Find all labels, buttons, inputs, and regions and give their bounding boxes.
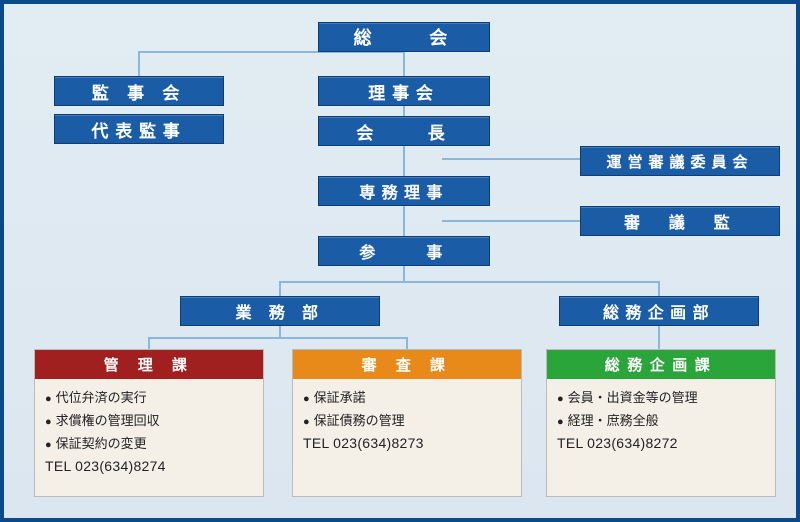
- dept-soumu-title: 総務企画課: [547, 350, 775, 379]
- dept-kanri-items: 代位弁済の実行求償権の管理回収保証契約の変更: [45, 387, 253, 452]
- node-daihyou-kanji: 代表監事: [54, 114, 224, 144]
- dept-kanri-title: 管 理 課: [35, 350, 263, 379]
- dept-shinsa-body: 保証承諾保証債務の管理 TEL 023(634)8273: [293, 379, 521, 457]
- dept-kanri-body: 代位弁済の実行求償権の管理回収保証契約の変更 TEL 023(634)8274: [35, 379, 263, 480]
- node-kaichou: 会 長: [318, 116, 490, 146]
- dept-item: 経理・庶務全般: [557, 410, 765, 429]
- dept-soumu-body: 会員・出資金等の管理経理・庶務全般 TEL 023(634)8272: [547, 379, 775, 457]
- dept-item: 保証債務の管理: [303, 410, 511, 429]
- node-rijikai: 理事会: [318, 76, 490, 106]
- dept-item: 求償権の管理回収: [45, 410, 253, 429]
- org-chart-frame: 総 会 監 事 会 代表監事 理事会 会 長 運営審議委員会 専務理事 審 議 …: [0, 0, 800, 522]
- node-soumu-kikakubu: 総務企画部: [559, 296, 759, 326]
- node-sanji: 参 事: [318, 236, 490, 266]
- dept-soumu-items: 会員・出資金等の管理経理・庶務全般: [557, 387, 765, 429]
- dept-shinsa-tel: TEL 023(634)8273: [303, 435, 511, 451]
- node-kanjikai: 監 事 会: [54, 76, 224, 106]
- node-senmu-riji: 専務理事: [318, 176, 490, 206]
- node-unei-shingi: 運営審議委員会: [580, 146, 780, 176]
- dept-soumu: 総務企画課 会員・出資金等の管理経理・庶務全般 TEL 023(634)8272: [546, 349, 776, 497]
- dept-shinsa: 審 査 課 保証承諾保証債務の管理 TEL 023(634)8273: [292, 349, 522, 497]
- node-shingikan: 審 議 監: [580, 206, 780, 236]
- node-gyoumubu: 業 務 部: [180, 296, 380, 326]
- dept-item: 代位弁済の実行: [45, 387, 253, 406]
- dept-shinsa-items: 保証承諾保証債務の管理: [303, 387, 511, 429]
- dept-shinsa-title: 審 査 課: [293, 350, 521, 379]
- dept-item: 保証承諾: [303, 387, 511, 406]
- dept-kanri: 管 理 課 代位弁済の実行求償権の管理回収保証契約の変更 TEL 023(634…: [34, 349, 264, 497]
- dept-item: 保証契約の変更: [45, 433, 253, 452]
- dept-item: 会員・出資金等の管理: [557, 387, 765, 406]
- dept-soumu-tel: TEL 023(634)8272: [557, 435, 765, 451]
- node-soukai: 総 会: [318, 22, 490, 52]
- dept-kanri-tel: TEL 023(634)8274: [45, 458, 253, 474]
